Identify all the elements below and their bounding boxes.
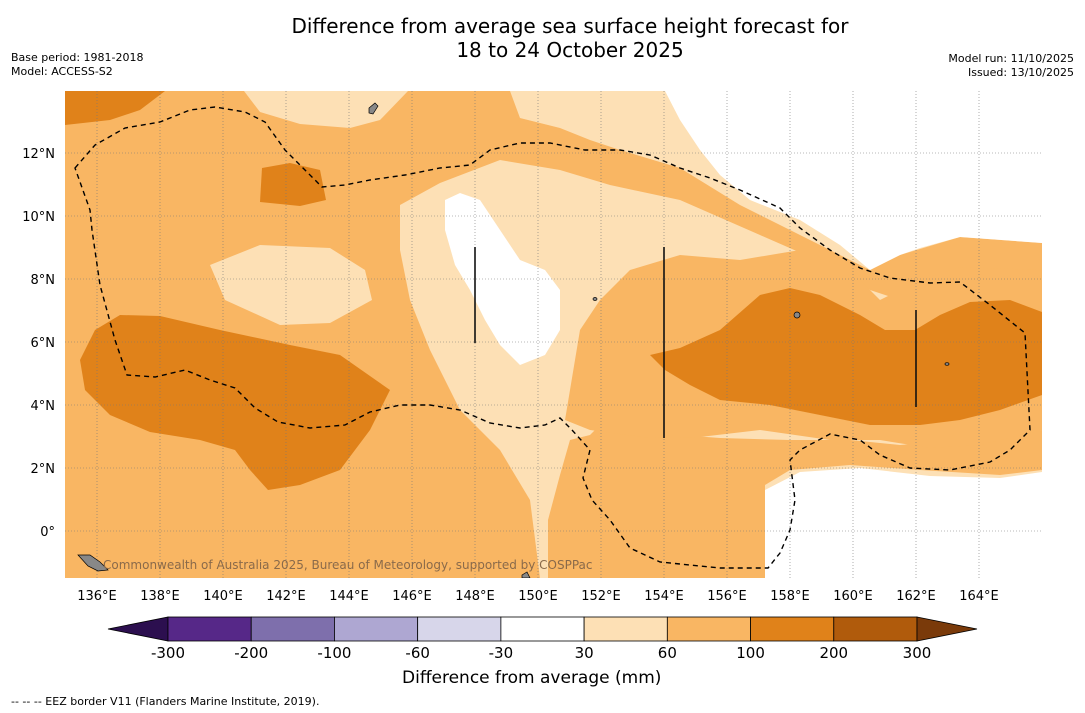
base-period: Base period: 1981-2018 bbox=[11, 51, 144, 64]
longitude-labels: 136°E 138°E 140°E 142°E 144°E 146°E 148°E 150°E… bbox=[77, 589, 999, 604]
band-100-200-small bbox=[260, 163, 326, 206]
title-line-1: Difference from average sea surface heig… bbox=[291, 14, 849, 38]
map-credit: Commonwealth of Australia 2025, Bureau o… bbox=[103, 558, 593, 572]
lat-label: 12°N bbox=[22, 147, 55, 162]
colorbar-segment bbox=[583, 616, 668, 642]
lat-label: 4°N bbox=[31, 399, 56, 414]
band-100-200-nw bbox=[65, 91, 165, 125]
island-3 bbox=[793, 311, 801, 319]
lon-label: 150°E bbox=[518, 589, 558, 604]
colorbar-extend-low bbox=[107, 616, 169, 642]
lon-label: 144°E bbox=[329, 589, 369, 604]
colorbar-tick: 60 bbox=[658, 644, 677, 662]
title-line-2: 18 to 24 October 2025 bbox=[456, 38, 684, 62]
island-2 bbox=[521, 571, 531, 578]
colorbar-segment bbox=[500, 616, 585, 642]
meta-left: Base period: 1981-2018 Model: ACCESS-S2 bbox=[11, 51, 143, 79]
island-5 bbox=[944, 362, 950, 366]
lon-label: 142°E bbox=[266, 589, 306, 604]
colorbar-segment bbox=[833, 616, 918, 642]
band-100-200-east bbox=[650, 288, 1042, 425]
colorbar-tick-labels: -300 -200 -100 -60 -30 30 60 100 200 300 bbox=[151, 644, 931, 662]
lat-label: 0° bbox=[40, 525, 55, 540]
colorbar-segment bbox=[666, 616, 751, 642]
meta-right: Model run: 11/10/2025 Issued: 13/10/2025 bbox=[948, 52, 1074, 80]
colorbar-title: Difference from average (mm) bbox=[402, 668, 662, 688]
issued-date: Issued: 13/10/2025 bbox=[967, 66, 1074, 79]
latitude-labels: 12°N 10°N 8°N 6°N 4°N 2°N 0° bbox=[22, 147, 55, 540]
colorbar-tick: 30 bbox=[575, 644, 594, 662]
lon-label: 146°E bbox=[392, 589, 432, 604]
lon-label: 164°E bbox=[959, 589, 999, 604]
lon-label: 152°E bbox=[581, 589, 621, 604]
lon-label: 136°E bbox=[77, 589, 117, 604]
eez-border-lines bbox=[74, 106, 1031, 569]
colorbar-segment bbox=[417, 616, 502, 642]
chart-title: Difference from average sea surface heig… bbox=[0, 14, 1085, 62]
island-new-guinea-tip bbox=[77, 554, 109, 572]
colorbar-segment bbox=[250, 616, 335, 642]
colorbar-tick: -100 bbox=[317, 644, 351, 662]
islands bbox=[77, 102, 950, 578]
lon-label: 154°E bbox=[644, 589, 684, 604]
lon-label: 156°E bbox=[707, 589, 747, 604]
eez-dashed-boundary bbox=[74, 106, 1031, 569]
model-run: Model run: 11/10/2025 bbox=[948, 52, 1074, 65]
model-name: Model: ACCESS-S2 bbox=[11, 65, 113, 78]
lat-label: 8°N bbox=[31, 273, 56, 288]
lon-label: 140°E bbox=[203, 589, 243, 604]
island-1 bbox=[368, 102, 379, 115]
colorbar-tick: -200 bbox=[234, 644, 268, 662]
map-plot-area bbox=[65, 91, 1042, 578]
lat-label: 10°N bbox=[22, 210, 55, 225]
colorbar-tick: -300 bbox=[151, 644, 185, 662]
eez-footnote: -- -- -- EEZ border V11 (Flanders Marine… bbox=[11, 695, 320, 708]
colorbar-extend-high bbox=[916, 616, 978, 642]
colorbar-segment bbox=[167, 616, 252, 642]
band-near-zero-northeast bbox=[665, 91, 1042, 270]
colorbar-tick: 300 bbox=[903, 644, 932, 662]
lon-label: 158°E bbox=[770, 589, 810, 604]
colorbar-tick: 200 bbox=[819, 644, 848, 662]
meridian-markers bbox=[474, 247, 917, 438]
lon-label: 160°E bbox=[833, 589, 873, 604]
band-30-60-north bbox=[244, 91, 408, 128]
band-30-60-west bbox=[210, 245, 372, 325]
lon-label: 138°E bbox=[140, 589, 180, 604]
colorbar-segment bbox=[334, 616, 419, 642]
band-100-200-southwest bbox=[80, 315, 390, 490]
colorbar bbox=[107, 616, 978, 642]
band-near-zero-central bbox=[445, 193, 560, 365]
island-4 bbox=[592, 297, 598, 301]
colorbar-tick: 100 bbox=[736, 644, 765, 662]
band-near-zero-southeast bbox=[765, 468, 1042, 578]
colorbar-segment bbox=[750, 616, 835, 642]
colorbar-tick: -30 bbox=[489, 644, 514, 662]
lat-label: 6°N bbox=[31, 336, 56, 351]
colorbar-tick: -60 bbox=[405, 644, 430, 662]
lat-label: 2°N bbox=[31, 462, 56, 477]
lon-label: 162°E bbox=[896, 589, 936, 604]
lon-label: 148°E bbox=[455, 589, 495, 604]
